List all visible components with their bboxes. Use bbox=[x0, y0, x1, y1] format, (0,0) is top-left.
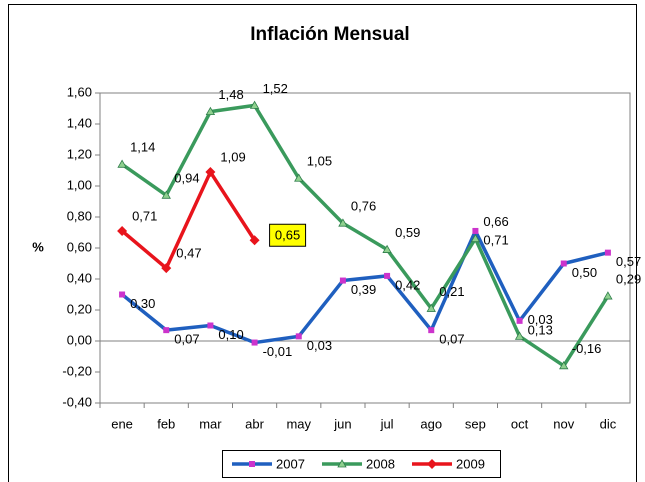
y-tick-label: 1,20 bbox=[67, 146, 92, 161]
data-label: 0,13 bbox=[528, 322, 553, 337]
marker bbox=[117, 159, 127, 168]
marker bbox=[472, 227, 479, 234]
x-tick-label: jun bbox=[333, 416, 351, 431]
x-tick-label: dic bbox=[600, 416, 617, 431]
marker bbox=[603, 291, 613, 300]
y-tick-label: 1,00 bbox=[67, 177, 92, 192]
marker bbox=[559, 360, 569, 370]
data-label: 0,71 bbox=[483, 232, 508, 247]
marker bbox=[426, 303, 436, 312]
y-tick-label: 0,20 bbox=[67, 301, 92, 316]
marker bbox=[337, 459, 347, 468]
data-label: 0,71 bbox=[132, 208, 157, 223]
x-tick-label: abr bbox=[245, 416, 264, 431]
marker bbox=[207, 322, 214, 329]
y-tick-label: 1,60 bbox=[67, 84, 92, 99]
data-label: 0,47 bbox=[176, 246, 201, 261]
marker bbox=[249, 235, 260, 246]
y-tick-label: 0,00 bbox=[67, 332, 92, 347]
y-tick-label: 0,80 bbox=[67, 208, 92, 223]
data-label: 1,09 bbox=[220, 149, 245, 164]
marker bbox=[560, 260, 567, 267]
data-label: 0,03 bbox=[307, 338, 332, 353]
data-label: 1,05 bbox=[307, 154, 332, 169]
data-label: 0,03 bbox=[528, 312, 553, 327]
legend-label: 2008 bbox=[366, 456, 395, 471]
marker bbox=[295, 333, 302, 340]
data-label: 0,07 bbox=[439, 332, 464, 347]
marker bbox=[161, 190, 171, 199]
data-label: 1,52 bbox=[263, 81, 288, 96]
data-label: 0,94 bbox=[174, 171, 199, 186]
y-tick-label: -0,20 bbox=[62, 363, 92, 378]
label-box bbox=[269, 223, 307, 247]
marker bbox=[249, 100, 260, 109]
data-label: -0,16 bbox=[572, 341, 602, 356]
data-label: 0,57 bbox=[616, 254, 641, 269]
highlight-label: 0,65 bbox=[269, 223, 307, 247]
data-label: 0,66 bbox=[483, 214, 508, 229]
x-tick-label: ago bbox=[420, 416, 442, 431]
marker bbox=[339, 277, 346, 284]
x-tick-label: may bbox=[286, 416, 311, 431]
marker bbox=[514, 331, 525, 340]
data-label: 0,50 bbox=[572, 265, 597, 280]
marker bbox=[428, 327, 435, 334]
marker bbox=[205, 106, 216, 115]
x-tick-label: nov bbox=[553, 416, 574, 431]
marker bbox=[516, 317, 523, 324]
x-tick-label: mar bbox=[199, 416, 222, 431]
marker bbox=[163, 327, 170, 334]
marker bbox=[161, 263, 172, 274]
marker bbox=[382, 244, 392, 253]
x-tick-label: oct bbox=[511, 416, 529, 431]
data-label: 0,21 bbox=[439, 284, 464, 299]
y-tick-label: -0,40 bbox=[62, 394, 92, 409]
marker bbox=[249, 461, 255, 467]
data-label: -0,01 bbox=[263, 344, 293, 359]
x-tick-label: sep bbox=[465, 416, 486, 431]
legend: 2007 2008 2009 bbox=[222, 450, 501, 478]
marker bbox=[604, 249, 611, 256]
marker bbox=[251, 339, 258, 346]
y-tick-label: 0,40 bbox=[67, 270, 92, 285]
series-line bbox=[121, 103, 610, 368]
data-label: 0,65 bbox=[275, 228, 300, 243]
data-label: 0,07 bbox=[174, 332, 199, 347]
y-tick-label: 1,40 bbox=[67, 115, 92, 130]
x-tick-label: jul bbox=[380, 416, 394, 431]
data-label: 1,14 bbox=[130, 140, 155, 155]
marker bbox=[205, 167, 216, 178]
marker bbox=[384, 272, 391, 279]
data-label: 0,29 bbox=[616, 271, 641, 286]
legend-label: 2007 bbox=[276, 456, 305, 471]
data-label: 1,48 bbox=[218, 87, 243, 102]
marker bbox=[119, 291, 126, 298]
marker bbox=[427, 459, 437, 469]
data-label: 0,30 bbox=[130, 296, 155, 311]
y-tick-label: 0,60 bbox=[67, 239, 92, 254]
data-label: 0,59 bbox=[395, 225, 420, 240]
marker bbox=[294, 173, 304, 182]
marker bbox=[117, 225, 128, 236]
marker bbox=[338, 218, 348, 227]
x-tick-label: feb bbox=[157, 416, 175, 431]
data-label: 0,76 bbox=[351, 199, 376, 214]
x-tick-label: ene bbox=[111, 416, 133, 431]
data-label: 0,42 bbox=[395, 277, 420, 292]
series-line bbox=[120, 170, 257, 270]
data-label: 0,39 bbox=[351, 282, 376, 297]
chart-title: Inflación Mensual bbox=[250, 24, 409, 45]
marker bbox=[470, 233, 481, 243]
series-line bbox=[120, 229, 609, 345]
legend-label: 2009 bbox=[456, 456, 485, 471]
y-axis-label: % bbox=[32, 239, 44, 254]
data-label: 0,10 bbox=[218, 327, 243, 342]
